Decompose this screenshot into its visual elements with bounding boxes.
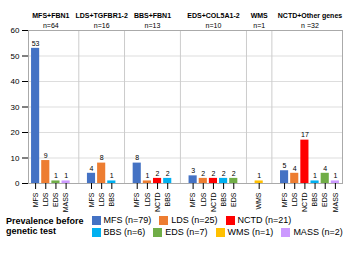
svg-text:WMS: WMS — [251, 12, 268, 19]
svg-text:EDS: EDS — [52, 192, 59, 207]
svg-text:LDS+TGFBR1-2: LDS+TGFBR1-2 — [76, 12, 128, 19]
svg-text:LDS: LDS — [291, 192, 298, 206]
svg-text:1: 1 — [313, 172, 317, 179]
svg-text:LDS: LDS — [200, 192, 207, 206]
svg-text:4: 4 — [323, 165, 327, 172]
svg-text:n=10: n=10 — [206, 22, 222, 29]
svg-text:20: 20 — [11, 128, 20, 137]
svg-text:4: 4 — [90, 165, 94, 172]
svg-text:1: 1 — [54, 172, 58, 179]
svg-text:BBS: BBS — [311, 192, 318, 206]
svg-text:WMS: WMS — [255, 192, 262, 209]
svg-text:n=16: n=16 — [94, 22, 110, 29]
svg-text:1: 1 — [64, 172, 68, 179]
svg-text:MFS: MFS — [281, 192, 288, 207]
svg-text:2: 2 — [166, 170, 170, 177]
svg-text:MFS: MFS — [133, 192, 140, 207]
svg-text:BBS: BBS — [220, 192, 227, 206]
svg-text:1: 1 — [257, 172, 261, 179]
svg-text:5: 5 — [283, 162, 287, 169]
svg-text:MASS: MASS — [332, 192, 339, 212]
svg-text:EDS: EDS — [230, 192, 237, 207]
svg-text:0: 0 — [15, 179, 20, 188]
svg-text:EDS+COL5A1-2: EDS+COL5A1-2 — [187, 12, 239, 19]
svg-text:1: 1 — [333, 172, 337, 179]
html-text:Prevalence before genetic test: Prevalence before genetic test — [6, 215, 84, 236]
html-text:MFS (n=79): MFS (n=79) — [103, 215, 152, 225]
svg-text:53: 53 — [32, 40, 40, 47]
svg-text:NCTD: NCTD — [154, 193, 161, 212]
html-text:LDS (n=25): LDS (n=25) — [171, 215, 218, 225]
svg-text:BBS+FBN1: BBS+FBN1 — [134, 12, 171, 19]
svg-text:NCTD+Other genes: NCTD+Other genes — [278, 12, 342, 20]
svg-text:n=1: n=1 — [253, 22, 265, 29]
svg-text:n=64: n=64 — [43, 22, 59, 29]
svg-text:2: 2 — [222, 170, 226, 177]
html-text:MASS (n=2): MASS (n=2) — [293, 227, 343, 237]
svg-text:BBS: BBS — [108, 192, 115, 206]
svg-text:1: 1 — [110, 172, 114, 179]
svg-text:MASS: MASS — [62, 192, 69, 212]
svg-text:8: 8 — [100, 154, 104, 161]
svg-text:8: 8 — [135, 154, 139, 161]
svg-text:MFS: MFS — [88, 192, 95, 207]
svg-text:10: 10 — [11, 154, 20, 163]
svg-text:30: 30 — [11, 103, 20, 112]
svg-text:50: 50 — [11, 52, 20, 61]
svg-text:EDS: EDS — [321, 192, 328, 207]
svg-text:2: 2 — [156, 170, 160, 177]
svg-text:NCTD: NCTD — [301, 193, 308, 212]
svg-text:LDS: LDS — [144, 192, 151, 206]
svg-text:MFS: MFS — [32, 192, 39, 207]
svg-text:n=13: n=13 — [145, 22, 161, 29]
svg-text:2: 2 — [211, 170, 215, 177]
svg-text:MFS+FBN1: MFS+FBN1 — [32, 12, 69, 19]
svg-text:LDS: LDS — [98, 192, 105, 206]
svg-text:40: 40 — [11, 77, 20, 86]
svg-text:2: 2 — [232, 170, 236, 177]
svg-text:BBS: BBS — [164, 192, 171, 206]
svg-text:3: 3 — [191, 167, 195, 174]
svg-text:LDS: LDS — [42, 192, 49, 206]
html-text:NCTD (n=21): NCTD (n=21) — [237, 215, 292, 225]
svg-text:60: 60 — [11, 26, 20, 35]
html-text:EDS (n=7): EDS (n=7) — [165, 227, 208, 237]
svg-text:17: 17 — [301, 131, 309, 138]
svg-text:NCTD: NCTD — [210, 193, 217, 212]
html-text:BBS (n=6): BBS (n=6) — [103, 227, 146, 237]
svg-text:9: 9 — [44, 152, 48, 159]
svg-text:MFS: MFS — [189, 192, 196, 207]
svg-text:4: 4 — [293, 165, 297, 172]
svg-text:1: 1 — [145, 172, 149, 179]
html-text:WMS (n=1): WMS (n=1) — [227, 227, 274, 237]
svg-text:2: 2 — [201, 170, 205, 177]
svg-text:n =32: n =32 — [301, 22, 319, 29]
